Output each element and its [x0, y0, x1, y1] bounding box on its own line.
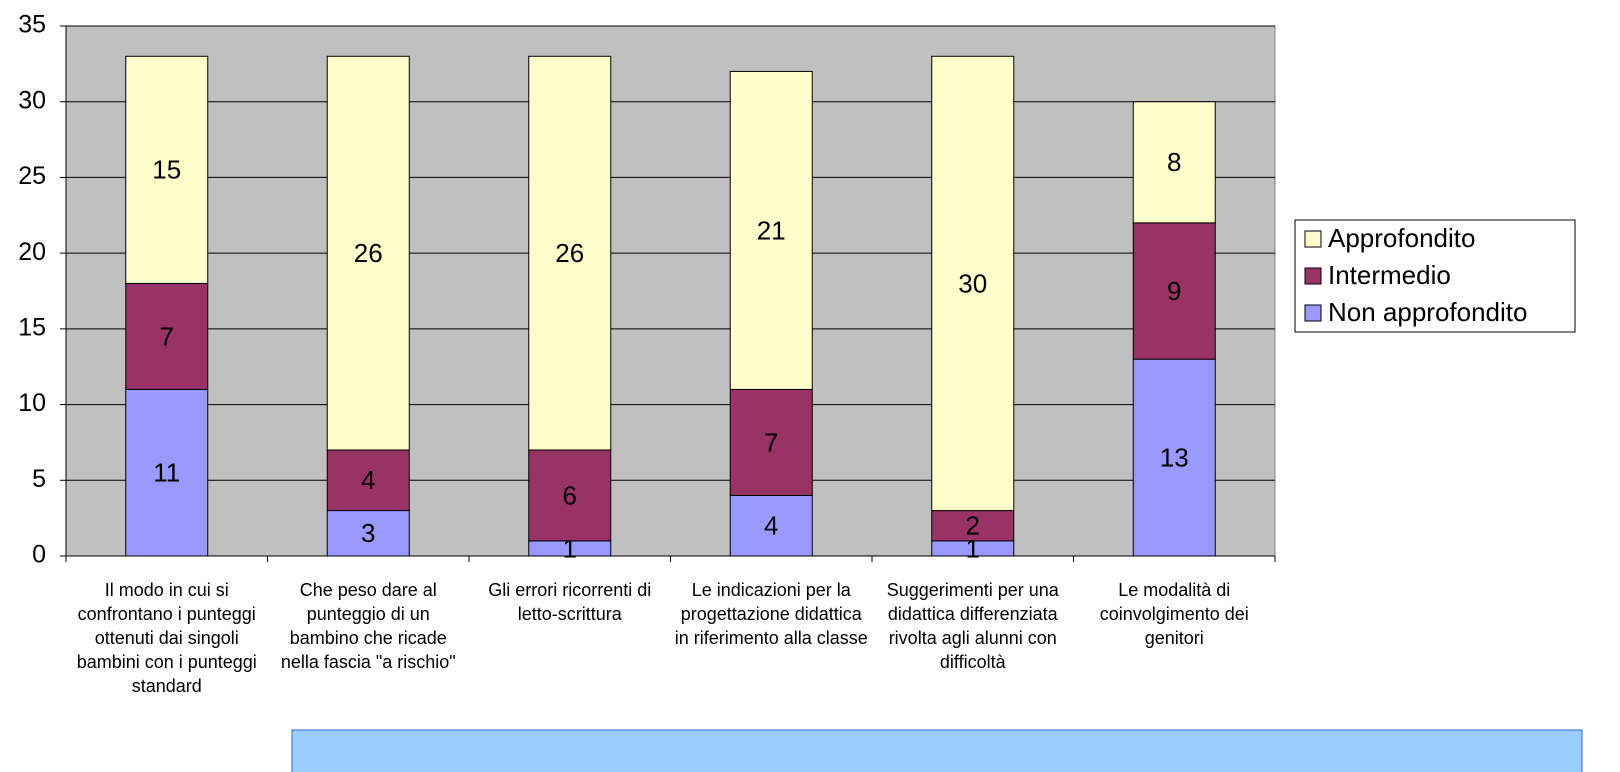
x-tick-label: Il modo in cui si confrontano i punteggi…: [76, 580, 257, 696]
data-label: 2: [966, 511, 980, 541]
bar-segment: [125, 282, 209, 390]
y-tick-label: 20: [18, 238, 46, 266]
bar-segment: [326, 449, 410, 512]
data-label: 8: [1167, 147, 1181, 177]
y-tick-label: 15: [18, 313, 46, 341]
y-tick-label: 35: [18, 11, 46, 39]
y-tick-label: 5: [32, 465, 46, 493]
bar-segment: [125, 55, 209, 284]
x-tick-label: Le modalità di coinvolgimento dei genito…: [1099, 580, 1249, 648]
x-tick-label: Gli errori ricorrenti di letto-scrittura: [488, 580, 652, 624]
legend-label: Intermedio: [1328, 260, 1451, 290]
legend-box: [1294, 219, 1576, 333]
bar-segment: [1132, 358, 1216, 557]
data-label: 13: [1160, 442, 1189, 472]
data-label: 4: [764, 511, 778, 541]
bar-segment: [931, 55, 1015, 512]
data-label: 11: [153, 458, 180, 488]
y-tick-label: 10: [18, 389, 46, 417]
data-label: 4: [361, 465, 375, 495]
data-label: 26: [354, 238, 383, 268]
legend-label: Non approfondito: [1328, 297, 1527, 327]
y-tick-label: 30: [18, 86, 46, 114]
bar-segment: [326, 510, 410, 557]
data-label: 21: [757, 215, 786, 245]
bar-segment: [729, 388, 813, 496]
bar-segment: [326, 55, 410, 451]
legend-swatch: [1304, 304, 1322, 322]
decorative-box: [291, 729, 1583, 772]
bar-segment: [1132, 101, 1216, 224]
bar-segment: [729, 70, 813, 390]
plot-area: [65, 25, 1276, 557]
data-label: 6: [563, 480, 577, 510]
x-tick-label: Le indicazioni per la progettazione dida…: [674, 580, 868, 648]
y-tick-label: 0: [32, 541, 46, 569]
bar-segment: [1132, 222, 1216, 360]
data-label: 26: [555, 238, 584, 268]
bar-segment: [528, 55, 612, 451]
bar-segment: [125, 388, 209, 557]
x-tick-label: Che peso dare al punteggio di un bambino…: [280, 580, 456, 672]
data-label: 15: [152, 155, 181, 185]
legend-swatch: [1304, 230, 1322, 248]
x-tick-label: Suggerimenti per una didattica differenz…: [886, 580, 1059, 672]
legend-swatch: [1304, 267, 1322, 285]
data-label: 7: [160, 321, 174, 351]
data-label: 9: [1167, 276, 1181, 306]
data-label: 3: [361, 518, 375, 548]
y-tick-label: 25: [18, 162, 46, 190]
bar-segment: [729, 494, 813, 557]
data-label: 30: [958, 268, 987, 298]
legend-label: Approfondito: [1328, 223, 1475, 253]
data-label: 7: [764, 427, 778, 457]
